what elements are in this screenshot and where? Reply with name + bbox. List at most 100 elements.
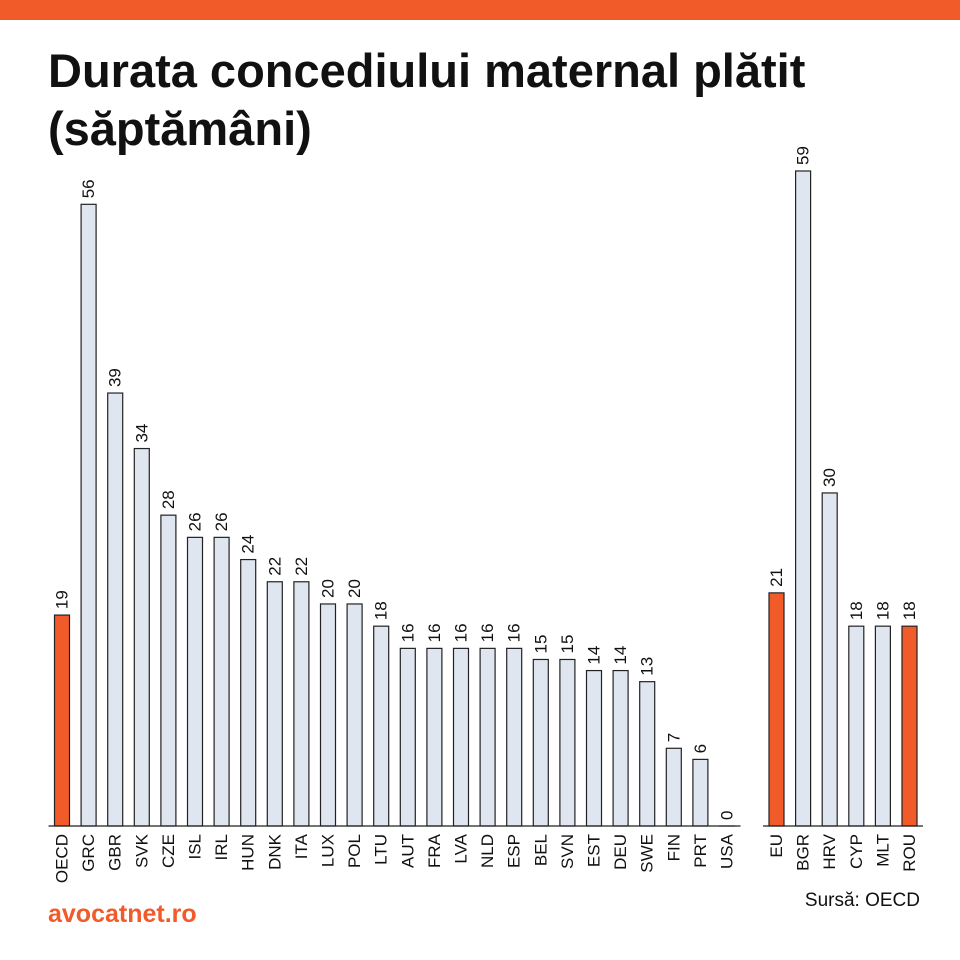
category-label-cze: CZE	[159, 834, 178, 868]
value-label-ita: 22	[292, 557, 311, 576]
value-label-cyp: 18	[847, 601, 866, 620]
category-label-bel: BEL	[531, 834, 550, 866]
value-label-deu: 14	[611, 646, 630, 665]
bar-ltu	[373, 625, 390, 827]
category-label-bgr: BGR	[794, 834, 813, 871]
bar-gbr	[107, 392, 124, 827]
value-label-gbr: 39	[106, 368, 125, 387]
category-label-dnk: DNK	[265, 833, 284, 870]
value-label-pol: 20	[345, 579, 364, 598]
value-label-hrv: 30	[820, 468, 839, 487]
value-label-mlt: 18	[873, 601, 892, 620]
category-label-ltu: LTU	[372, 834, 391, 865]
bar-cyp	[848, 625, 865, 827]
bar-est	[585, 669, 603, 827]
category-label-grc: GRC	[79, 834, 98, 872]
bar-bgr	[794, 170, 812, 827]
category-label-irl: IRL	[212, 834, 231, 860]
bar-hrv	[821, 492, 838, 827]
category-label-esp: ESP	[505, 834, 524, 868]
category-label-lux: LUX	[319, 834, 338, 867]
value-label-ltu: 18	[372, 601, 391, 620]
category-label-ita: ITA	[292, 833, 311, 859]
category-label-fra: FRA	[425, 833, 444, 868]
category-label-lva: LVA	[452, 833, 471, 863]
value-label-oecd: 19	[53, 590, 72, 609]
bar-svn	[559, 658, 576, 827]
category-label-swe: SWE	[638, 834, 657, 873]
bar-nld	[479, 647, 496, 827]
bar-irl	[213, 536, 230, 827]
bar-dnk	[266, 581, 283, 827]
value-label-lva: 16	[452, 623, 471, 642]
bar-eu	[768, 592, 785, 827]
category-label-rou: ROU	[900, 834, 919, 872]
value-label-fra: 16	[425, 623, 444, 642]
category-label-prt: PRT	[691, 834, 710, 868]
value-label-cze: 28	[159, 490, 178, 509]
value-label-isl: 26	[186, 512, 205, 531]
category-label-pol: POL	[345, 834, 364, 868]
bar-svk	[133, 447, 150, 827]
value-label-svn: 15	[558, 635, 577, 654]
category-label-fin: FIN	[664, 834, 683, 861]
value-label-aut: 16	[398, 623, 417, 642]
bar-lva	[452, 647, 470, 827]
value-label-hun: 24	[239, 535, 258, 554]
category-label-eu: EU	[767, 834, 786, 858]
category-label-deu: DEU	[611, 834, 630, 870]
value-label-lux: 20	[319, 579, 338, 598]
bar-mlt	[874, 625, 892, 827]
brand-logo-text: avocatnet.ro	[48, 900, 197, 928]
value-label-bel: 15	[531, 635, 550, 654]
bar-fin	[665, 747, 682, 827]
category-label-nld: NLD	[478, 834, 497, 868]
bar-swe	[639, 681, 656, 827]
bar-lux	[319, 603, 337, 827]
category-label-isl: ISL	[186, 834, 205, 860]
bar-deu	[612, 669, 629, 827]
bar-esp	[506, 647, 523, 827]
bar-isl	[186, 536, 204, 827]
value-label-irl: 26	[212, 512, 231, 531]
value-label-nld: 16	[478, 623, 497, 642]
value-label-fin: 7	[664, 733, 683, 742]
category-label-est: EST	[585, 834, 604, 867]
bar-hun	[240, 558, 257, 827]
category-label-cyp: CYP	[847, 834, 866, 869]
value-label-grc: 56	[79, 179, 98, 198]
category-label-svk: SVK	[132, 833, 151, 868]
chart-title: Durata concediului maternal plătit (săpt…	[48, 44, 806, 155]
top-accent-bar	[0, 0, 960, 20]
bar-ita	[293, 581, 310, 827]
category-label-gbr: GBR	[106, 834, 125, 871]
bar-cze	[160, 514, 177, 827]
category-label-mlt: MLT	[873, 834, 892, 867]
category-label-svn: SVN	[558, 834, 577, 869]
bar-bel	[532, 658, 549, 827]
value-label-bgr: 59	[794, 146, 813, 165]
value-label-eu: 21	[767, 568, 786, 587]
value-label-swe: 13	[638, 657, 657, 676]
category-label-aut: AUT	[398, 834, 417, 868]
value-label-rou: 18	[900, 601, 919, 620]
bar-prt	[692, 758, 709, 827]
bar-rou	[901, 625, 918, 827]
bar-fra	[426, 647, 443, 827]
category-label-usa: USA	[718, 833, 737, 869]
value-label-svk: 34	[132, 424, 151, 443]
bar-oecd	[53, 614, 71, 827]
category-label-hrv: HRV	[820, 833, 839, 869]
bar-aut	[399, 647, 416, 827]
value-label-est: 14	[585, 646, 604, 665]
category-label-hun: HUN	[239, 834, 258, 871]
source-note: Sursă: OECD	[804, 890, 920, 911]
category-label-oecd: OECD	[53, 834, 72, 883]
value-label-dnk: 22	[265, 557, 284, 576]
value-label-prt: 6	[691, 744, 710, 753]
value-label-esp: 16	[505, 623, 524, 642]
value-label-usa: 0	[718, 811, 737, 820]
bar-pol	[346, 603, 363, 827]
bar-grc	[80, 203, 97, 827]
